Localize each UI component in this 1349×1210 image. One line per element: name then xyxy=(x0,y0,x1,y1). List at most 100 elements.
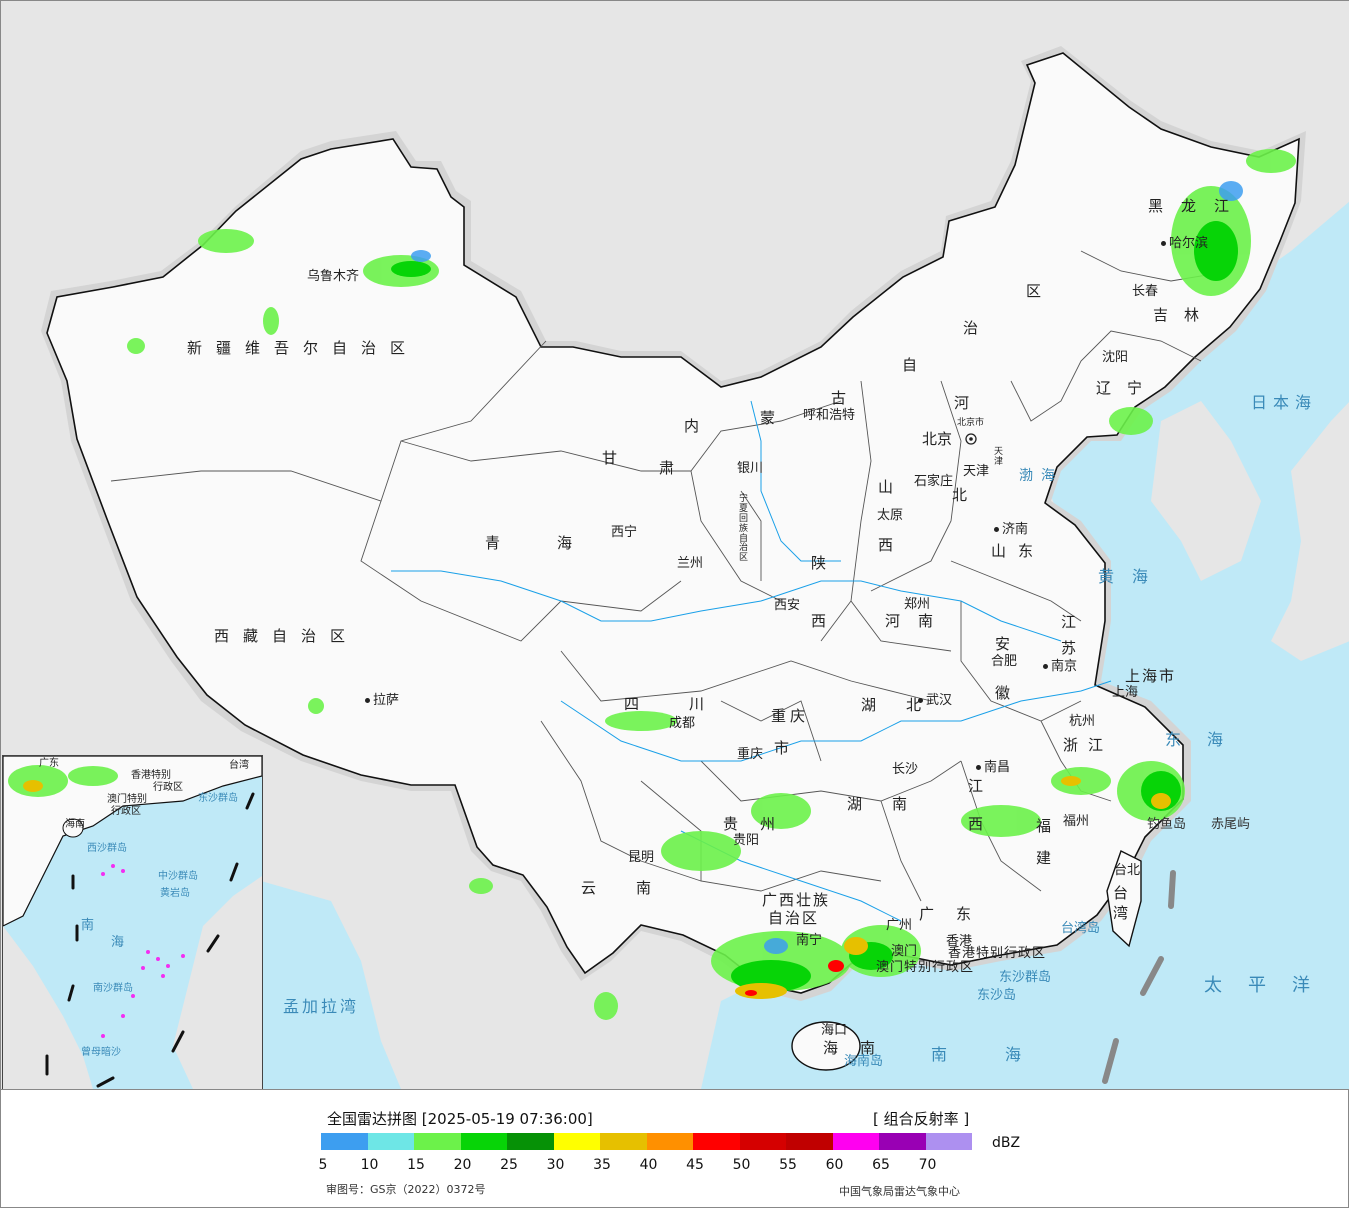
inset-label: 海南 xyxy=(65,819,85,830)
scale-swatch xyxy=(786,1133,833,1150)
province-label: 北 xyxy=(952,486,982,504)
inset-label: 西沙群岛 xyxy=(87,843,127,854)
province-label: 台湾 xyxy=(1113,884,1129,922)
city-label: 南京 xyxy=(1043,660,1077,673)
scale-swatch xyxy=(739,1133,786,1150)
inset-label: 香港特别 xyxy=(131,770,171,781)
province-label: 辽宁 xyxy=(1096,379,1159,397)
inset-label: 南沙群岛 xyxy=(93,983,133,994)
scale-tick-label: 60 xyxy=(825,1157,844,1173)
scale-tick-label: 35 xyxy=(593,1157,611,1173)
province-label: 内 xyxy=(684,417,714,435)
inset-label: 曾母暗沙 xyxy=(81,1047,121,1058)
province-label: 徽 xyxy=(995,684,1025,702)
province-label: 吉林 xyxy=(1153,306,1216,324)
scale-tick-label: 40 xyxy=(639,1157,658,1173)
city-label: 拉萨 xyxy=(365,694,399,707)
province-label: 建 xyxy=(1036,849,1066,867)
province-label: 区 xyxy=(1026,282,1056,300)
sea-label: 日本海 xyxy=(1251,393,1318,412)
inset-label: 台湾 xyxy=(229,760,249,771)
city-label: 成都 xyxy=(669,716,696,731)
scale-tick-label: 55 xyxy=(779,1157,797,1173)
province-label: 青 xyxy=(485,534,515,552)
city-label: 沈阳 xyxy=(1102,350,1129,365)
province-label: 广东 xyxy=(919,905,994,923)
data-source: 中国气象局雷达气象中心 xyxy=(839,1185,960,1198)
province-label: 黑龙江 xyxy=(1148,197,1248,215)
scale-tick-label: 50 xyxy=(732,1157,751,1173)
province-label: 福 xyxy=(1036,817,1066,835)
province-label: 海南 xyxy=(823,1039,898,1057)
province-label: 宁夏回族自治区 xyxy=(739,494,749,564)
scale-tick-label: 45 xyxy=(686,1157,704,1173)
city-label: 重庆 xyxy=(737,747,764,762)
map-area: 新疆维吾尔自治区 西藏自治区 青 海 甘 肃 内 蒙 古 自 治 区 黑龙江 吉… xyxy=(1,1,1349,1089)
scale-swatch xyxy=(879,1133,926,1150)
province-label: 自 xyxy=(902,356,932,374)
city-label: 香港 xyxy=(946,934,973,949)
scale-tick-label: 15 xyxy=(407,1157,425,1173)
unit-label: dBZ xyxy=(992,1135,1021,1151)
island-label: 赤尾屿 xyxy=(1211,817,1251,832)
scale-swatch xyxy=(646,1133,693,1150)
province-label: 浙江 xyxy=(1063,736,1114,754)
province-label: 上海市 xyxy=(1125,667,1177,685)
inset-label: 南 xyxy=(81,918,95,933)
inset-map xyxy=(3,756,262,1089)
province-label: 湖北 xyxy=(861,696,952,714)
sea-label: 南海 xyxy=(931,1045,1080,1064)
city-label: 南昌 xyxy=(976,761,1010,774)
inset-label: 广东 xyxy=(39,758,59,769)
scale-swatch xyxy=(367,1133,414,1150)
city-label: 郑州 xyxy=(904,597,931,612)
province-label: 香港特别行政区 xyxy=(948,946,1047,961)
sea-label: 黄海 xyxy=(1098,567,1167,586)
city-label: 天津 xyxy=(963,464,990,479)
legend: 全国雷达拼图 [2025-05-19 07:36:00] [ 组合反射率 ] 5… xyxy=(1,1089,1349,1210)
province-label: 贵州 xyxy=(723,815,798,833)
color-scale xyxy=(321,1133,972,1150)
scale-swatch xyxy=(414,1133,461,1150)
sea-label: 太平洋 xyxy=(1204,975,1336,996)
province-label: 自治区 xyxy=(768,909,820,927)
province-label: 河南 xyxy=(885,612,952,630)
city-label: 天津 xyxy=(994,447,1004,467)
city-label: 西宁 xyxy=(611,525,638,540)
product-name: [ 组合反射率 ] xyxy=(873,1110,970,1128)
city-label: 贵阳 xyxy=(733,833,760,848)
province-label: 苏 xyxy=(1061,639,1091,657)
province-label: 山 xyxy=(878,478,908,496)
scale-tick-label: 25 xyxy=(500,1157,518,1173)
island-label: 钓鱼岛 xyxy=(1147,817,1187,832)
inset-label: 行政区 xyxy=(153,782,183,793)
city-label: 银川 xyxy=(737,461,764,476)
scale-tick-label: 5 xyxy=(318,1157,328,1173)
island-label: 海南岛 xyxy=(844,1054,884,1069)
sea-label: 孟加拉湾 xyxy=(283,997,360,1016)
city-label: 南宁 xyxy=(796,933,823,948)
city-label: 海口 xyxy=(821,1023,848,1038)
city-label: 呼和浩特 xyxy=(803,408,856,423)
province-label: 新疆维吾尔自治区 xyxy=(187,339,420,357)
province-label: 湖南 xyxy=(847,795,938,813)
scale-tick-label: 70 xyxy=(918,1157,937,1173)
province-label: 肃 xyxy=(659,459,689,477)
scale-swatch xyxy=(600,1133,647,1150)
province-label: 海 xyxy=(557,534,587,552)
scale-tick-label: 20 xyxy=(453,1157,472,1173)
province-label: 重庆 xyxy=(771,707,810,725)
city-label: 济南 xyxy=(994,523,1028,536)
city-label: 北京市 xyxy=(957,418,985,428)
province-label: 蒙 xyxy=(760,409,790,427)
island-label: 台湾岛 xyxy=(1061,921,1101,936)
scale-swatch xyxy=(321,1133,368,1150)
city-label: 杭州 xyxy=(1069,714,1096,729)
province-label: 河 xyxy=(954,394,984,412)
province-label: 四川 xyxy=(624,695,755,713)
province-label: 广西壮族 xyxy=(762,891,831,909)
scale-swatch xyxy=(832,1133,879,1150)
scale-swatch xyxy=(507,1133,554,1150)
province-label: 澳门特别行政区 xyxy=(876,960,975,975)
city-label: 北京 xyxy=(922,430,953,448)
